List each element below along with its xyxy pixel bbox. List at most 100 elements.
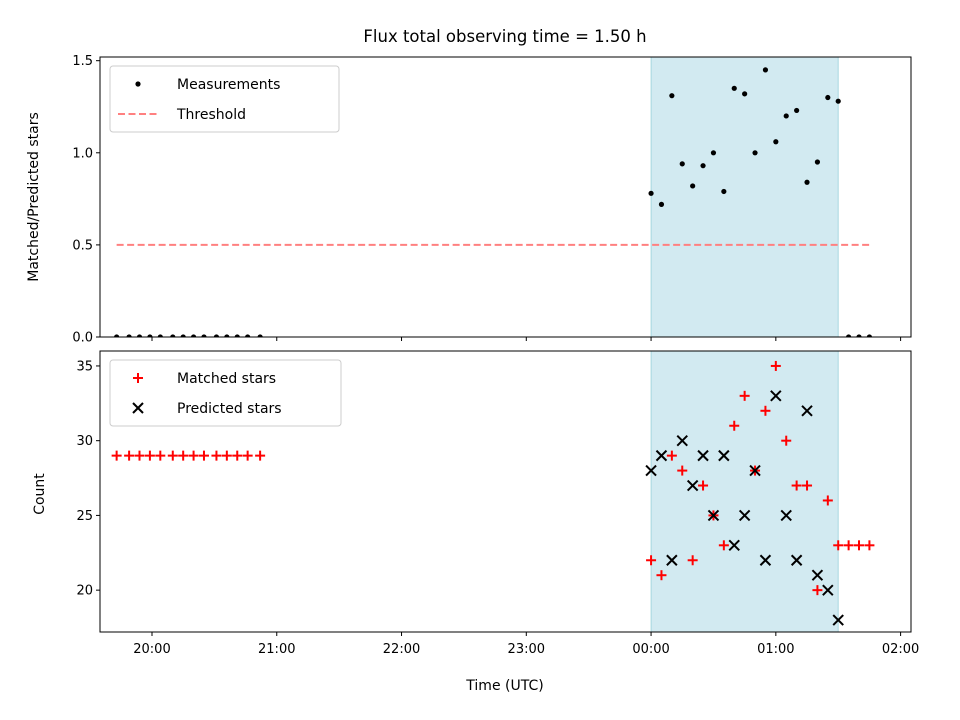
predicted-stars-point <box>697 449 709 462</box>
predicted-stars-point <box>790 554 803 566</box>
top-observing-window <box>650 56 839 338</box>
x-tick-label: 20:00 <box>133 642 170 657</box>
matched-stars-point <box>781 435 792 446</box>
bottom-y-tick-label: 25 <box>76 509 93 524</box>
measurement-point <box>213 334 220 337</box>
measurement-point <box>669 93 675 99</box>
legend-label: Matched stars <box>177 371 276 387</box>
measurement-point <box>201 334 207 337</box>
measurement-point <box>846 334 852 337</box>
measurement-point <box>762 67 769 73</box>
bottom-panel: 20 25 30 35 20:00 21:00 22:00 23:00 00:00 01:00 02… <box>76 350 919 657</box>
predicted-stars-point <box>770 390 782 402</box>
predicted-stars-point <box>645 464 657 477</box>
measurement-point <box>245 334 251 337</box>
measurement-point <box>773 139 779 145</box>
measurement-point <box>147 334 153 337</box>
matched-stars-point <box>718 540 729 551</box>
measurement-point <box>658 201 665 207</box>
measurement-point <box>224 334 230 337</box>
legend-entry: Predicted stars <box>132 401 282 417</box>
x-tick-label: 23:00 <box>508 642 545 657</box>
predicted-stars-point <box>738 509 751 522</box>
measurement-point <box>731 85 737 91</box>
predicted-stars-point <box>811 569 824 581</box>
matched-stars-point <box>111 450 122 461</box>
predicted-stars-point <box>801 405 813 417</box>
matched-stars-point <box>666 450 677 461</box>
measurement-point <box>710 150 717 156</box>
measurement-point <box>794 107 800 114</box>
matched-stars-point <box>854 540 865 551</box>
x-tick-label: 02:00 <box>882 642 919 657</box>
matched-stars-point <box>167 450 178 461</box>
measurement-point <box>257 334 263 337</box>
matched-stars-point <box>232 450 243 461</box>
measurement-point <box>170 334 176 337</box>
top-panel: 0.0 0.5 1.0 1.5 Measurements Threshold <box>72 54 912 346</box>
measurement-point <box>234 334 240 337</box>
top-y-tick-label: 1.0 <box>72 146 93 161</box>
matched-stars-point <box>255 450 266 461</box>
x-axis-label: Time (UTC) <box>465 678 543 694</box>
predicted-stars-point <box>832 614 844 626</box>
x-tick-label: 01:00 <box>757 642 794 657</box>
measurement-point <box>190 334 197 337</box>
bottom-legend: Matched stars Predicted stars <box>109 359 342 427</box>
matched-stars-point <box>864 540 875 551</box>
bottom-y-tick-label: 20 <box>76 584 93 599</box>
matched-stars-point <box>739 390 750 401</box>
matched-stars-point <box>822 495 833 506</box>
matched-stars-point <box>677 465 688 476</box>
top-legend: Measurements Threshold <box>109 65 340 133</box>
bottom-y-tick-label: 35 <box>76 359 93 374</box>
matched-stars-point <box>760 405 771 416</box>
matched-stars-point <box>656 570 667 581</box>
predicted-stars-point <box>655 449 668 462</box>
top-y-tick-label: 1.5 <box>72 54 93 69</box>
predicted-stars-point <box>759 554 772 566</box>
bottom-y-tick-label: 30 <box>76 434 93 449</box>
matched-stars-point <box>124 450 135 461</box>
measurement-point <box>690 183 696 189</box>
predicted-stars-point <box>718 449 730 462</box>
measurement-point <box>648 190 654 196</box>
matched-stars-point <box>211 450 222 461</box>
legend-label: Threshold <box>176 107 246 123</box>
predicted-stars-point <box>707 509 720 522</box>
measurement-point <box>157 334 163 337</box>
matched-stars-point <box>134 450 145 461</box>
top-y-tick-label: 0.5 <box>72 238 93 253</box>
matched-stars-point <box>242 450 253 461</box>
matched-stars-point <box>770 360 781 371</box>
matched-stars-point <box>144 450 155 461</box>
matched-stars-point <box>791 480 802 491</box>
predicted-stars-point <box>676 434 688 447</box>
x-tick-label: 00:00 <box>632 642 669 657</box>
matched-stars-point <box>843 540 854 551</box>
x-tick-label: 22:00 <box>383 642 420 657</box>
predicted-stars-point <box>728 539 740 552</box>
measurement-point <box>814 159 821 165</box>
matched-stars-point <box>812 585 823 596</box>
measurement-point <box>866 334 873 337</box>
legend-entry: Threshold <box>118 107 246 123</box>
measurement-point <box>136 334 143 337</box>
measurement-point <box>804 179 810 185</box>
matched-stars-point <box>833 540 844 551</box>
legend-label: Measurements <box>177 77 280 93</box>
matched-stars-point <box>155 450 166 461</box>
measurement-point <box>126 334 132 337</box>
measurement-point <box>721 188 727 195</box>
matched-stars-point <box>687 555 698 566</box>
bottom-y-axis-label: Count <box>32 473 48 515</box>
matched-stars-point <box>178 450 189 461</box>
top-axes-frame <box>99 56 912 338</box>
predicted-stars-point <box>666 554 678 566</box>
predicted-stars-point <box>780 509 792 522</box>
measurement-point <box>180 334 186 337</box>
legend-entry: Measurements <box>135 77 280 93</box>
matched-stars-point <box>698 480 709 491</box>
measurement-point <box>114 334 120 337</box>
legend-label: Predicted stars <box>177 401 282 417</box>
